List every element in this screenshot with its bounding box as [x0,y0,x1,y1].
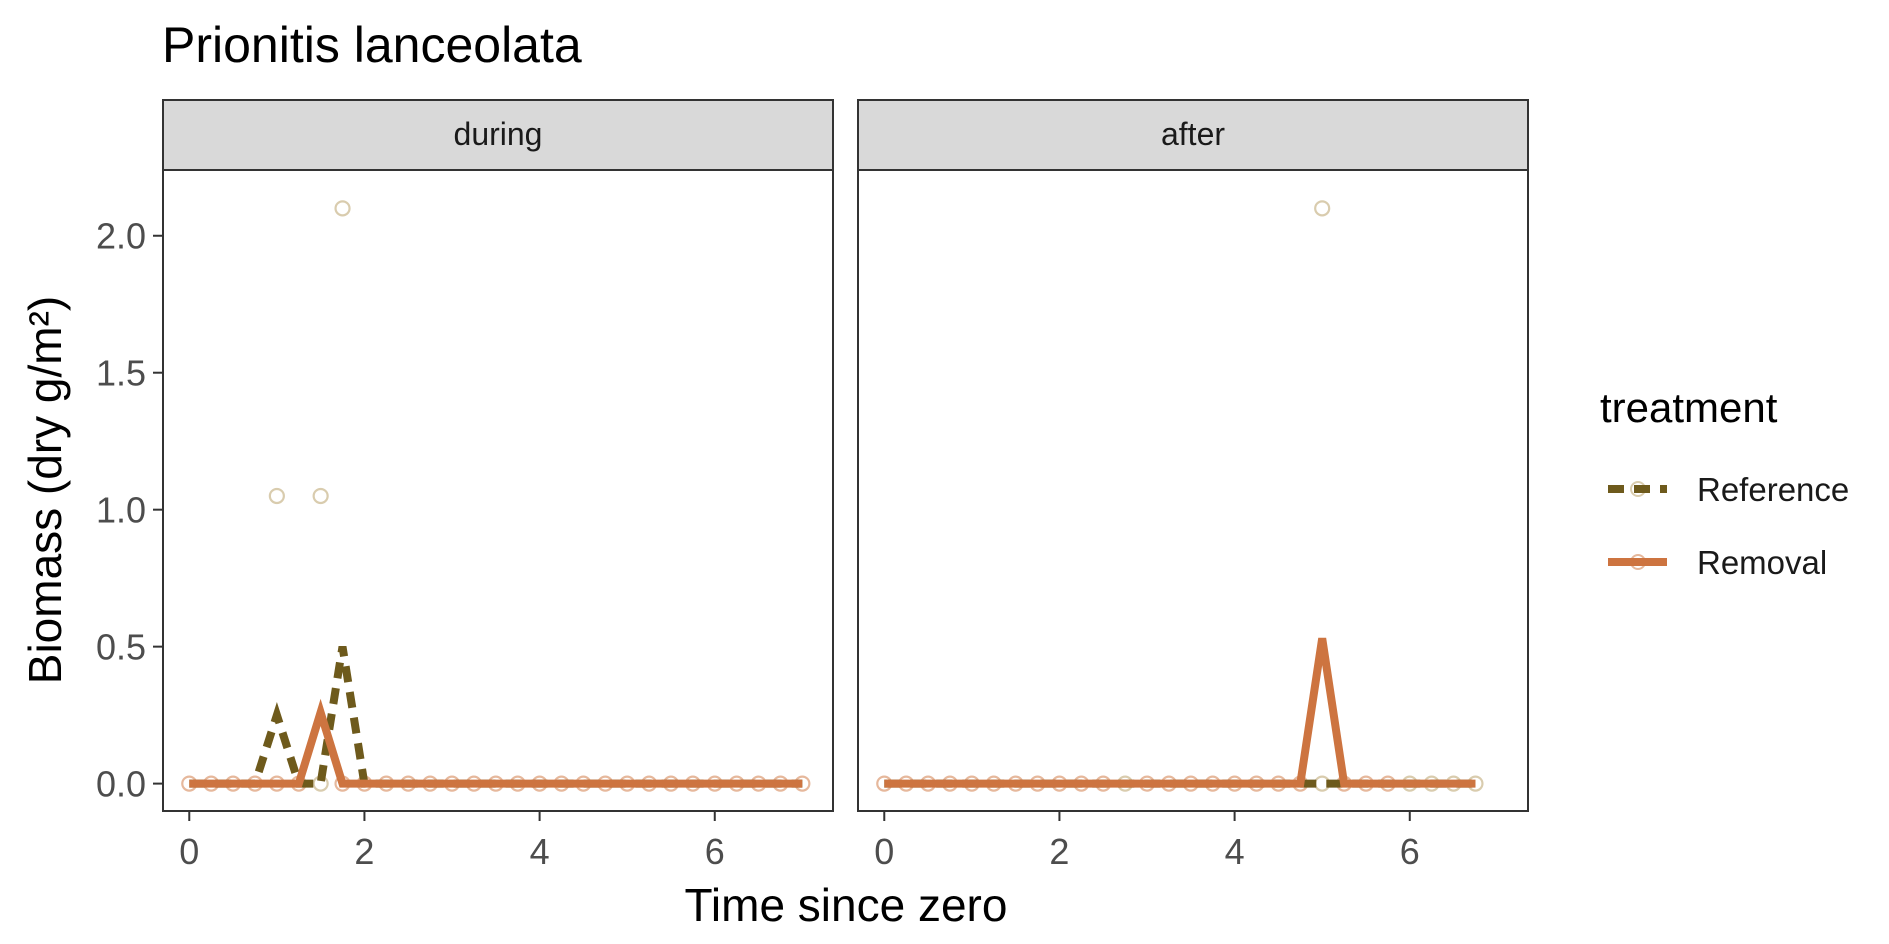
series-line-removal-during [189,698,803,788]
x-ticks-after: 0 2 4 6 [874,811,1420,872]
x-tick-label-during-2: 4 [530,831,550,872]
series-line-removal-after [884,637,1476,788]
panel-during: during 0 2 4 6 [162,99,834,872]
strip-label-during: during [454,116,543,152]
strip-after [857,99,1529,171]
y-tick-label-4: 2.0 [96,216,146,257]
strip-during [162,99,834,171]
point-after-28 [1314,200,1331,217]
panel-after: after 0 2 4 6 [857,99,1529,872]
x-tick-label-after-1: 2 [1049,831,1069,872]
legend-title: treatment [1600,384,1778,431]
lines-during [189,645,803,788]
x-tick-label-during-1: 2 [354,831,374,872]
y-axis-title: Biomass (dry g/m²) [19,296,71,684]
x-ticks-during: 0 2 4 6 [179,811,725,872]
lines-after [884,637,1476,788]
x-tick-label-after-3: 6 [1400,831,1420,872]
legend-entry-reference: Reference [1608,471,1849,508]
plot-area-during [162,169,834,812]
legend-entry-removal: Removal [1608,544,1827,581]
x-axis-title: Time since zero [685,879,1008,931]
chart-title: Prionitis lanceolata [162,17,582,73]
x-tick-label-during-3: 6 [705,831,725,872]
legend-label-removal: Removal [1697,544,1827,581]
plot-area-after [857,169,1529,812]
y-tick-label-2: 1.0 [96,490,146,531]
legend: treatment Reference Removal [1600,384,1849,581]
strip-label-after: after [1161,116,1225,152]
point-during-29 [268,487,285,505]
y-tick-label-1: 0.5 [96,627,146,668]
y-axis: 0.0 0.5 1.0 1.5 2.0 [96,216,163,805]
y-tick-label-3: 1.5 [96,353,146,394]
y-tick-label-0: 0.0 [96,764,146,805]
legend-label-reference: Reference [1697,471,1849,508]
x-tick-label-after-2: 4 [1225,831,1245,872]
point-during-31 [334,200,351,217]
point-during-30 [312,487,329,505]
x-tick-label-during-0: 0 [179,831,199,872]
x-tick-label-after-0: 0 [874,831,894,872]
